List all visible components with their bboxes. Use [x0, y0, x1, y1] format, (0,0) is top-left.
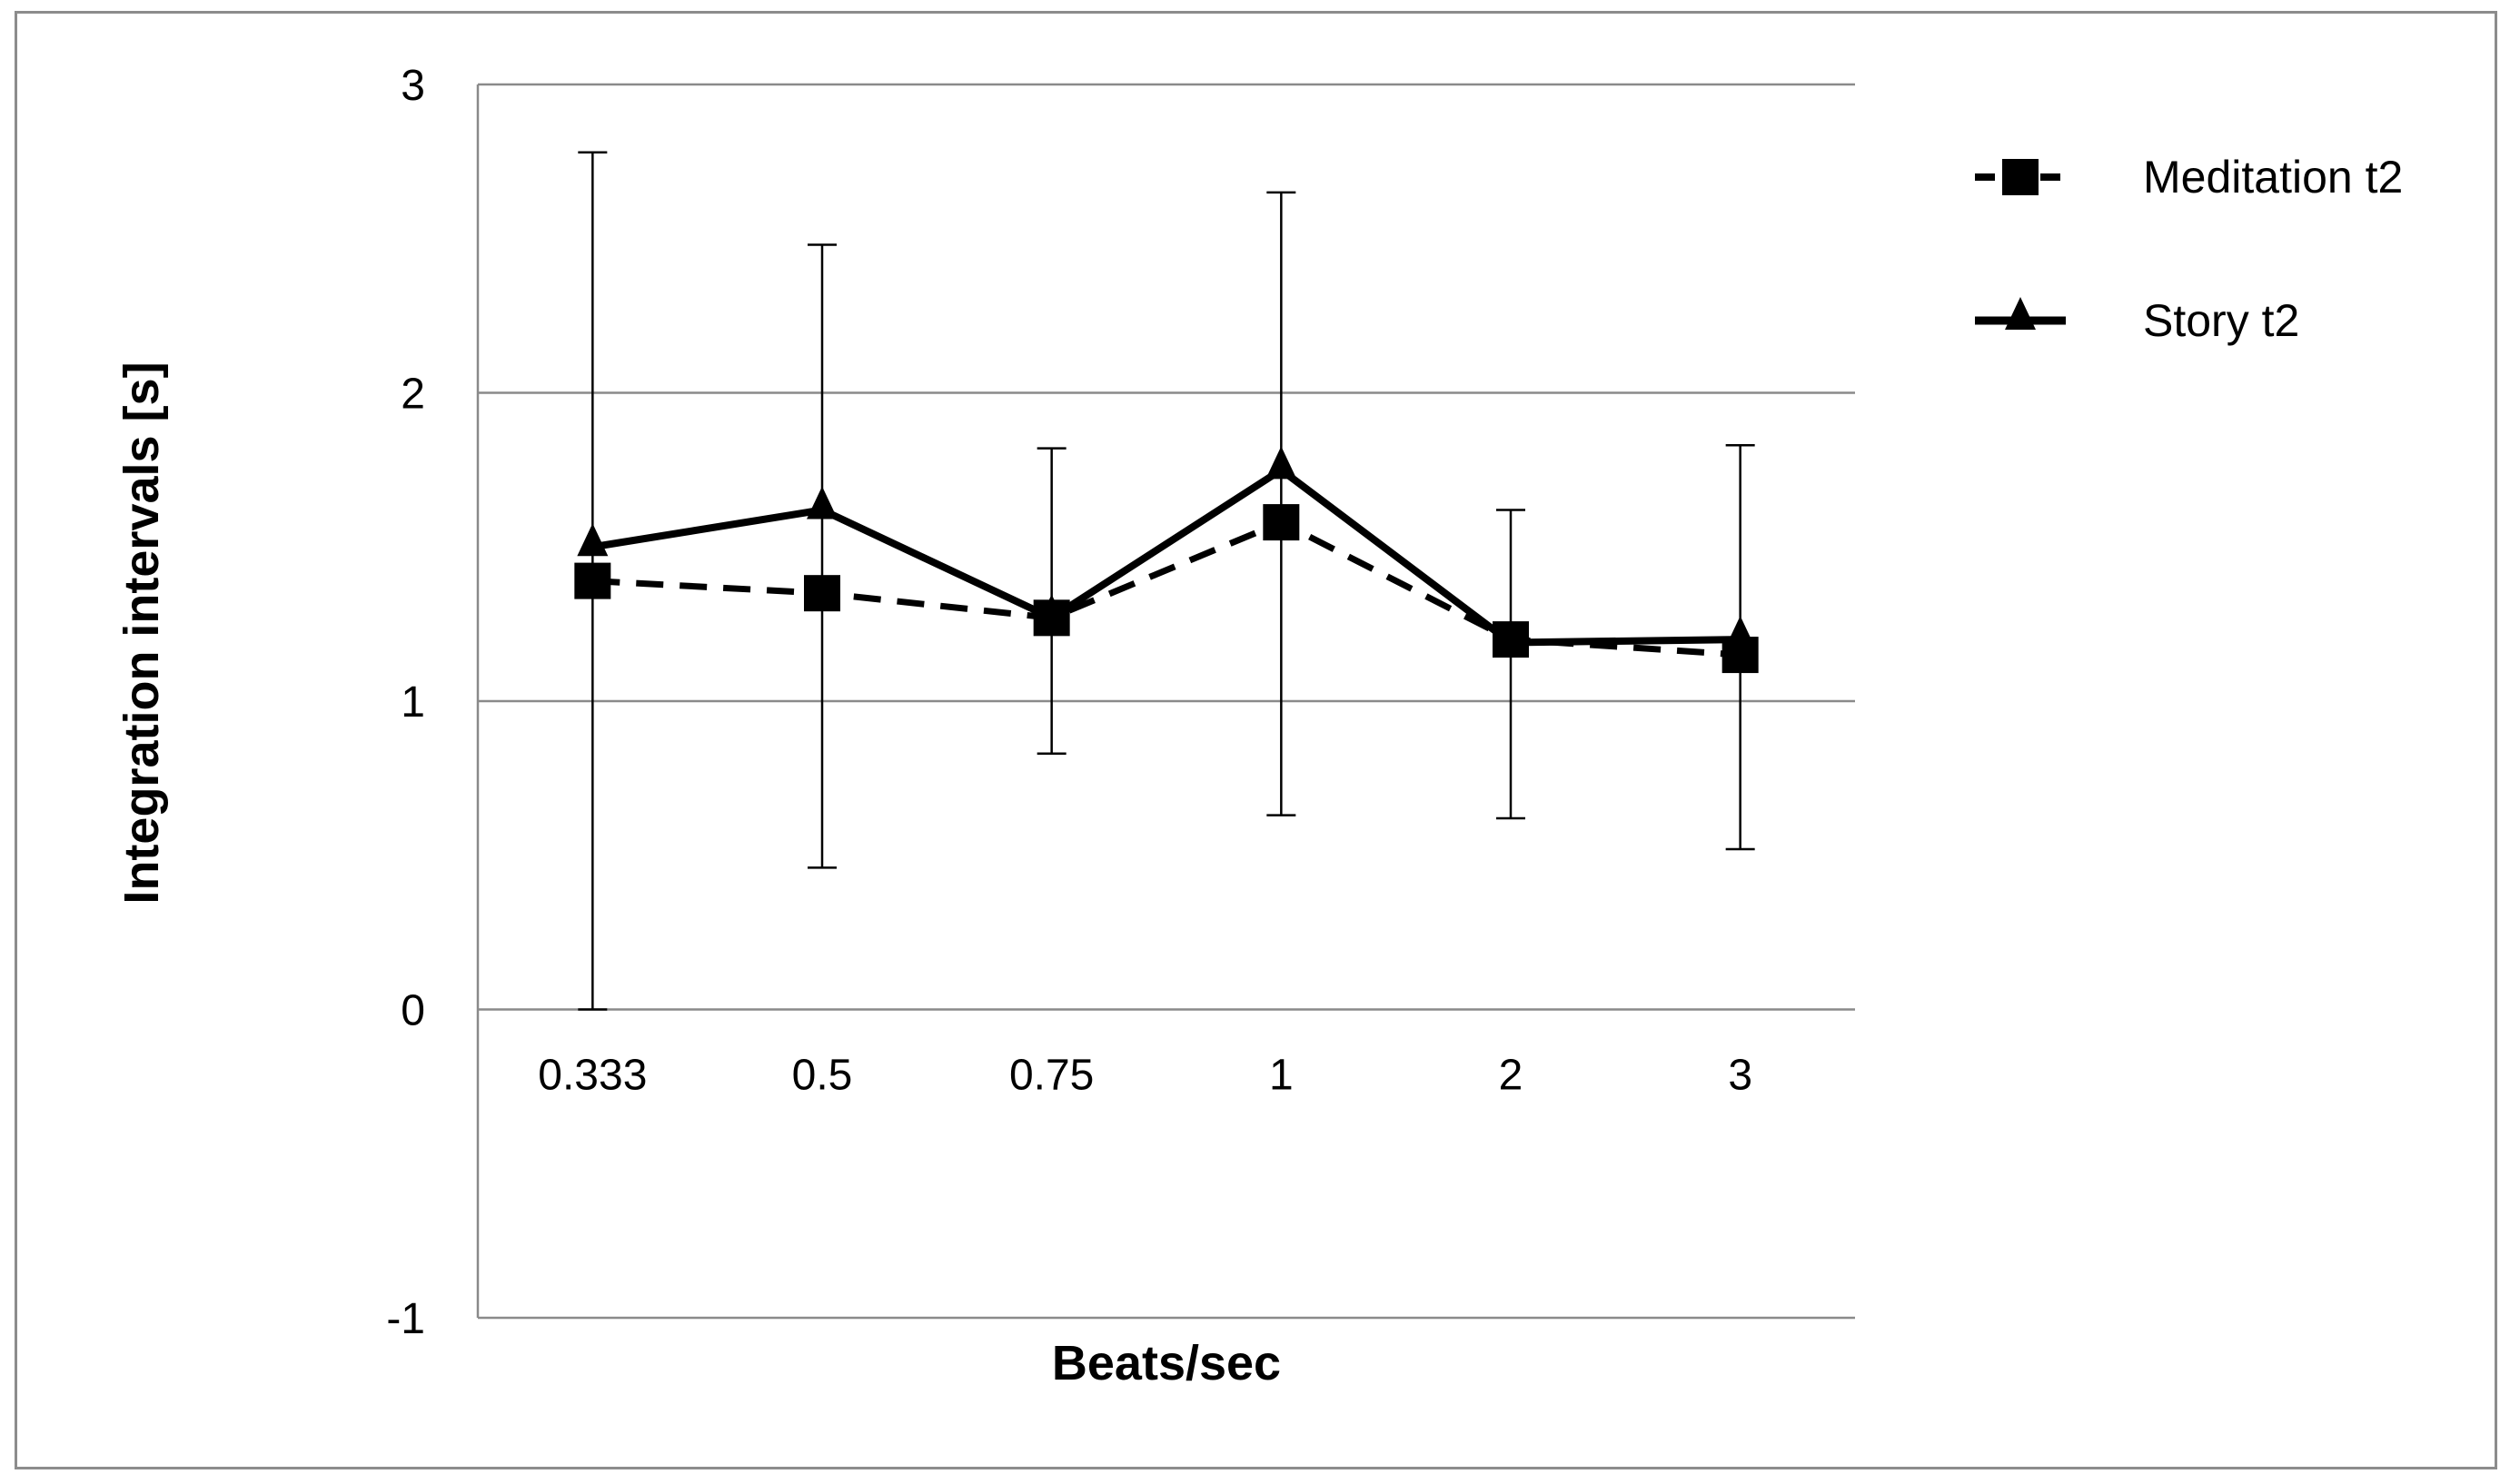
x-tick-label: 3 — [1728, 1052, 1752, 1100]
y-axis-title: Integration intervals [s] — [114, 361, 169, 904]
line-chart: 3 2 1 0 -1 0.333 0.5 0.75 1 2 3 Beats/sec Integratio… — [114, 62, 2403, 1390]
legend-label-story-t2: Story t2 — [2143, 295, 2299, 346]
x-tick-label: 0.333 — [538, 1052, 647, 1100]
legend-marker-story-t2 — [2005, 297, 2036, 330]
series-line-story-t2 — [591, 466, 1741, 647]
data-point-story-t2 — [1495, 618, 1526, 652]
x-tick-label: 1 — [1269, 1052, 1294, 1100]
x-axis-title: Beats/sec — [1052, 1336, 1281, 1390]
legend-marker-meditation-t2 — [2002, 159, 2039, 195]
y-tick-label: 2 — [401, 371, 425, 419]
data-point-story-t2 — [1265, 446, 1297, 480]
y-tick-label: 1 — [401, 678, 425, 727]
data-point-story-t2 — [577, 523, 609, 557]
data-point-meditation-t2 — [574, 562, 611, 599]
legend-label-meditation-t2: Meditation t2 — [2143, 152, 2403, 203]
y-tick-label: 3 — [401, 62, 425, 110]
x-tick-label: 0.75 — [1009, 1052, 1094, 1100]
data-point-meditation-t2 — [1263, 504, 1300, 541]
chart-frame: 3 2 1 0 -1 0.333 0.5 0.75 1 2 3 Beats/sec Integratio… — [15, 11, 2497, 1469]
x-tick-label: 0.5 — [792, 1052, 853, 1100]
y-tick-label: 0 — [401, 987, 425, 1035]
data-point-meditation-t2 — [804, 575, 840, 612]
x-tick-label: 2 — [1499, 1052, 1523, 1100]
data-point-story-t2 — [807, 486, 838, 519]
data-point-story-t2 — [1036, 594, 1067, 628]
y-tick-label: -1 — [386, 1295, 425, 1343]
data-point-story-t2 — [1724, 616, 1756, 649]
